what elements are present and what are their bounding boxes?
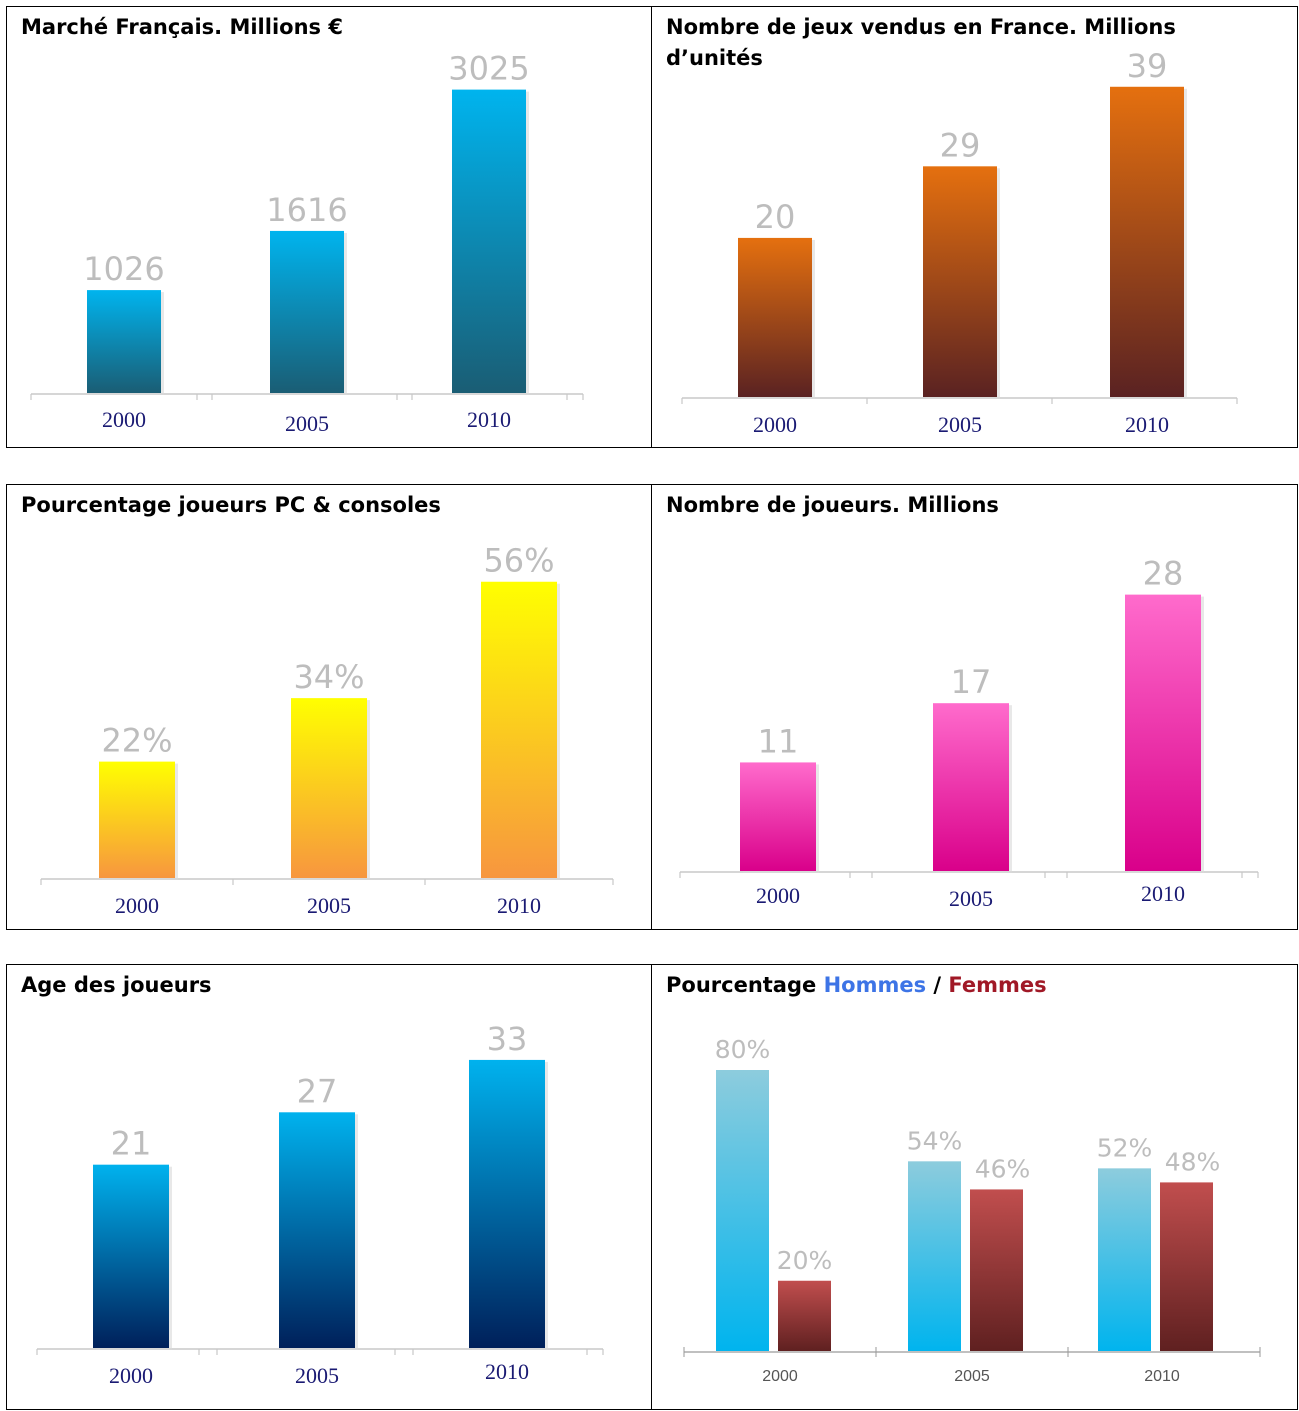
value-label: 21 bbox=[111, 1125, 152, 1163]
category-label: 2005 bbox=[307, 893, 351, 918]
value-label: 20 bbox=[755, 198, 796, 236]
value-label: 1026 bbox=[83, 250, 164, 288]
category-label: 2005 bbox=[949, 886, 993, 911]
title-women: Femmes bbox=[948, 973, 1047, 997]
bar-chart-pc-console: 22% 2000 34% 2005 56% 2010 bbox=[40, 542, 614, 918]
category-label: 2000 bbox=[102, 407, 146, 432]
category-label: 2005 bbox=[285, 411, 329, 436]
chart-panel-gender: Pourcentage Hommes / Femmes 80% 20% 2000 54… bbox=[651, 964, 1298, 1410]
value-label: 46% bbox=[975, 1154, 1031, 1183]
bar-2000 bbox=[99, 761, 175, 878]
value-label: 11 bbox=[758, 722, 799, 760]
value-label: 29 bbox=[940, 126, 981, 164]
bar-2005 bbox=[270, 230, 344, 393]
bar-chart-players: 11 2000 17 2005 28 2010 bbox=[679, 555, 1259, 911]
value-label: 1616 bbox=[266, 191, 347, 229]
value-label: 80% bbox=[715, 1035, 771, 1064]
category-label: 2010 bbox=[467, 407, 511, 432]
chart-title: Pourcentage Hommes / Femmes bbox=[666, 970, 1283, 1001]
category-label: 2000 bbox=[753, 412, 797, 437]
bar-2005 bbox=[923, 166, 997, 397]
title-men: Hommes bbox=[823, 973, 927, 997]
category-label: 2010 bbox=[485, 1359, 529, 1384]
value-label: 28 bbox=[1143, 555, 1184, 593]
value-label: 56% bbox=[483, 542, 554, 580]
bar-2000 bbox=[738, 237, 812, 397]
title-separator: / bbox=[926, 973, 949, 997]
bar-2005 bbox=[279, 1112, 355, 1348]
bar-femmes-2000 bbox=[778, 1280, 831, 1351]
value-label: 22% bbox=[101, 722, 172, 760]
chart-title: Pourcentage joueurs PC & consoles bbox=[21, 493, 441, 517]
category-label: 2000 bbox=[109, 1363, 153, 1388]
chart-panel-pc-console: Pourcentage joueurs PC & consoles 22% 200… bbox=[6, 484, 652, 930]
bar-2010 bbox=[1125, 594, 1201, 871]
category-label: 2005 bbox=[954, 1368, 990, 1385]
value-label: 52% bbox=[1097, 1133, 1153, 1162]
category-label: 2010 bbox=[1125, 412, 1169, 437]
bar-chart-market: 1026 2000 1616 2005 3025 2010 bbox=[30, 50, 584, 436]
chart-panel-games-sold: Nombre de jeux vendus en France. Million… bbox=[651, 6, 1298, 448]
chart-panel-market: Marché Français. Millions € 1026 2000 1616… bbox=[6, 6, 652, 448]
value-label: 27 bbox=[297, 1072, 338, 1110]
bar-hommes-2000 bbox=[716, 1070, 769, 1351]
chart-title: Nombre de joueurs. Millions bbox=[666, 493, 999, 517]
bar-2010 bbox=[481, 581, 557, 878]
category-label: 2000 bbox=[756, 883, 800, 908]
bar-hommes-2005 bbox=[908, 1161, 961, 1351]
chart-panel-players: Nombre de joueurs. Millions 11 2000 17 2005… bbox=[651, 484, 1298, 930]
value-label: 54% bbox=[907, 1126, 963, 1155]
value-label: 39 bbox=[1127, 47, 1168, 85]
category-label: 2010 bbox=[497, 893, 541, 918]
bar-chart-games-sold: 20 2000 29 2005 39 2010 bbox=[681, 47, 1238, 437]
category-label: 2005 bbox=[938, 412, 982, 437]
bar-2005 bbox=[291, 698, 367, 878]
bar-2010 bbox=[452, 89, 526, 393]
bar-2000 bbox=[93, 1164, 169, 1348]
chart-title: Marché Français. Millions € bbox=[21, 15, 343, 39]
bar-2000 bbox=[87, 290, 161, 393]
chart-title: Age des joueurs bbox=[21, 973, 212, 997]
value-label: 20% bbox=[777, 1246, 833, 1275]
bar-femmes-2010 bbox=[1160, 1182, 1213, 1351]
chart-title: Nombre de jeux vendus en France. Million… bbox=[666, 15, 1176, 70]
bar-2005 bbox=[933, 703, 1009, 871]
bar-2010 bbox=[1110, 86, 1184, 397]
category-label: 2005 bbox=[295, 1363, 339, 1388]
value-label: 48% bbox=[1165, 1147, 1221, 1176]
title-prefix: Pourcentage bbox=[666, 973, 824, 997]
category-label: 2000 bbox=[762, 1368, 798, 1385]
category-label: 2000 bbox=[115, 893, 159, 918]
category-label: 2010 bbox=[1144, 1368, 1180, 1385]
value-label: 34% bbox=[293, 658, 364, 696]
bar-chart-age: 21 2000 27 2005 33 2010 bbox=[36, 1020, 604, 1388]
bar-hommes-2010 bbox=[1098, 1168, 1151, 1351]
bar-femmes-2005 bbox=[970, 1189, 1023, 1351]
bar-chart-gender: 80% 20% 2000 54% 46% 2005 52% 48% 2010 bbox=[683, 1035, 1261, 1385]
value-label: 3025 bbox=[448, 50, 529, 88]
value-label: 33 bbox=[487, 1020, 528, 1058]
bar-2000 bbox=[740, 762, 816, 871]
value-label: 17 bbox=[951, 663, 992, 701]
chart-panel-age: Age des joueurs 21 2000 27 2005 33 2010 bbox=[6, 964, 652, 1410]
category-label: 2010 bbox=[1141, 881, 1185, 906]
bar-2010 bbox=[469, 1059, 545, 1348]
